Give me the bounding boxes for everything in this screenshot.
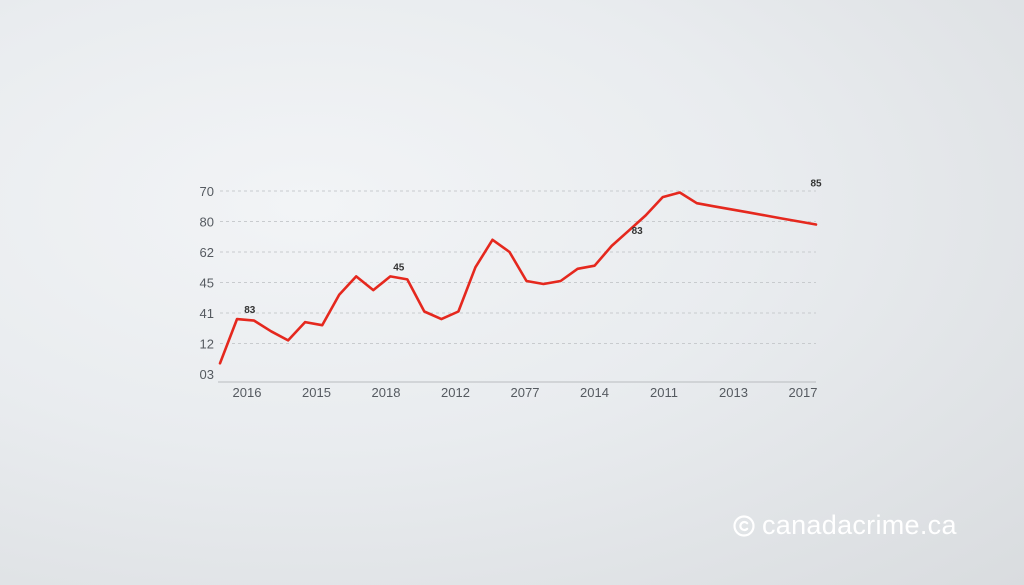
- data-label: 45: [393, 262, 405, 273]
- y-tick-label: 12: [200, 337, 214, 352]
- x-tick-label: 2018: [372, 385, 401, 400]
- x-tick-label: 2017: [789, 385, 818, 400]
- y-tick-label: 80: [200, 215, 214, 230]
- x-tick-label: 2014: [580, 385, 609, 400]
- data-labels: 83 45 83 85: [244, 179, 822, 317]
- x-tick-label: 2011: [650, 385, 678, 400]
- watermark: canadacrime.ca: [732, 510, 957, 541]
- series-line: [218, 191, 818, 365]
- data-label: 83: [632, 226, 644, 237]
- watermark-text: canadacrime.ca: [762, 510, 957, 540]
- x-tick-label: 2012: [441, 385, 470, 400]
- x-tick-label: 2015: [302, 385, 331, 400]
- y-axis-ticks: 70 80 62 45 41 12 03: [200, 184, 214, 382]
- x-axis-ticks: 2016 2015 2018 2012 2077 2014 2011 2013 2017: [233, 385, 818, 400]
- grid-lines: [218, 190, 816, 383]
- x-tick-label: 2077: [511, 385, 540, 400]
- data-label: 83: [244, 305, 256, 316]
- data-label: 85: [810, 179, 822, 190]
- y-tick-label: 41: [200, 306, 214, 321]
- y-tick-label: 03: [200, 367, 214, 382]
- copyright-icon: [733, 514, 755, 537]
- x-tick-label: 2013: [719, 385, 748, 400]
- y-tick-label: 62: [200, 245, 214, 260]
- y-tick-label: 70: [200, 184, 214, 199]
- series-layer: [218, 191, 818, 365]
- x-tick-label: 2016: [233, 385, 262, 400]
- y-tick-label: 45: [200, 276, 214, 291]
